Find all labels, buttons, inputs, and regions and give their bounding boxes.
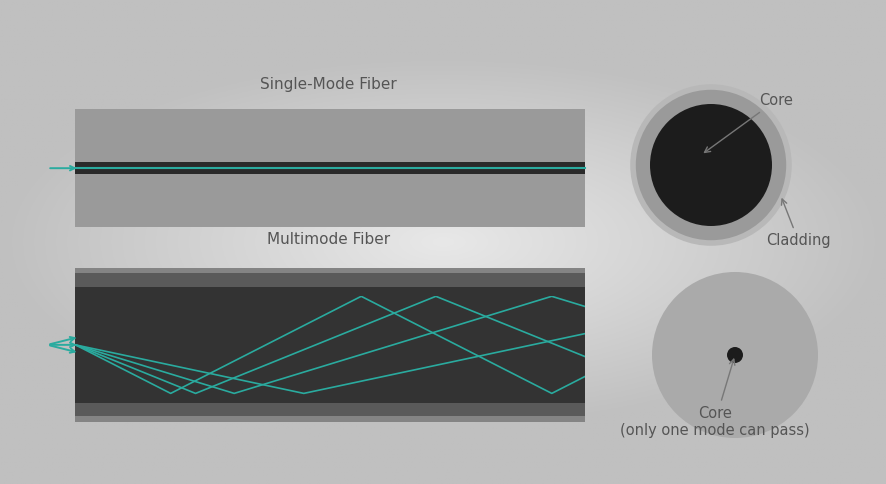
Circle shape xyxy=(633,87,789,243)
Bar xyxy=(75,403,585,416)
Bar xyxy=(75,273,585,287)
Bar xyxy=(75,268,585,422)
Text: Single-Mode Fiber: Single-Mode Fiber xyxy=(260,77,396,92)
Circle shape xyxy=(727,347,742,363)
Text: Multimode Fiber: Multimode Fiber xyxy=(267,232,389,247)
Text: Core: Core xyxy=(703,93,792,152)
Circle shape xyxy=(651,272,817,438)
Bar xyxy=(75,287,585,403)
Bar xyxy=(75,109,585,227)
Bar xyxy=(75,162,585,174)
Text: Cladding: Cladding xyxy=(766,199,829,248)
Text: Core
(only one mode can pass): Core (only one mode can pass) xyxy=(619,359,809,438)
Circle shape xyxy=(649,104,771,226)
